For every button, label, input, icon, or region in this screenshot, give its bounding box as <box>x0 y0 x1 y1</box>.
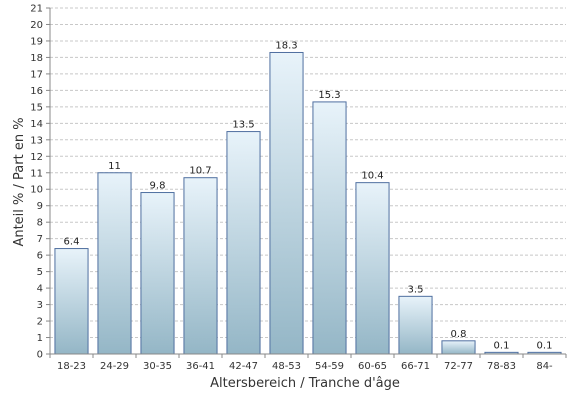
y-tick-label: 16 <box>30 86 43 97</box>
y-tick-label: 13 <box>30 135 43 146</box>
bar-60-65 <box>355 182 390 355</box>
bar-18-23 <box>54 248 89 355</box>
data-label-30-35: 9.8 <box>150 181 166 192</box>
x-tick-label-30-35: 30-35 <box>143 361 172 372</box>
data-label-36-41: 10.7 <box>189 166 211 177</box>
y-tick-label: 2 <box>37 317 43 328</box>
x-tick-label-78-83: 78-83 <box>487 361 516 372</box>
bar-24-29 <box>97 172 132 355</box>
y-tick-label: 12 <box>30 152 43 163</box>
bars <box>54 51 562 355</box>
x-tick-label-60-65: 60-65 <box>358 361 387 372</box>
y-tick-label: 17 <box>30 69 43 80</box>
y-tick-label: 19 <box>30 36 43 47</box>
x-axis-title: Altersbereich / Tranche d'âge <box>210 376 400 391</box>
data-label-18-23: 6.4 <box>64 237 80 248</box>
data-label-72-77: 0.8 <box>451 329 467 340</box>
x-tick-label-42-47: 42-47 <box>229 361 258 372</box>
grid-lines <box>50 7 566 339</box>
y-tick-label: 1 <box>37 333 43 344</box>
x-axis-ticks: 18-23 24-29 30-35 36-41 42-47 48-53 54-59 60-65… <box>49 354 567 372</box>
x-tick-label-48-53: 48-53 <box>272 361 301 372</box>
x-tick-label-84-: 84- <box>536 361 553 372</box>
x-tick-label-72-77: 72-77 <box>444 361 473 372</box>
data-label-54-59: 15.3 <box>318 90 340 101</box>
bar-48-53 <box>269 51 304 355</box>
x-tick-label-54-59: 54-59 <box>315 361 344 372</box>
y-tick-label: 10 <box>30 185 43 196</box>
y-tick-label: 9 <box>37 201 43 212</box>
y-tick-label: 14 <box>30 119 43 130</box>
data-label-24-29: 11 <box>108 161 121 172</box>
x-tick-label-66-71: 66-71 <box>401 361 430 372</box>
bar-42-47 <box>226 131 261 355</box>
y-tick-label: 3 <box>37 300 43 311</box>
data-label-84-: 0.1 <box>537 340 553 351</box>
y-tick-label: 5 <box>37 267 43 278</box>
x-tick-label-24-29: 24-29 <box>100 361 129 372</box>
axes <box>49 8 566 355</box>
x-tick-label-36-41: 36-41 <box>186 361 215 372</box>
data-label-48-53: 18.3 <box>275 40 297 51</box>
bar-66-71 <box>398 295 433 355</box>
y-tick-label: 11 <box>30 168 43 179</box>
y-tick-label: 21 <box>30 4 43 15</box>
y-tick-label: 18 <box>30 53 43 64</box>
x-tick-label-18-23: 18-23 <box>57 361 86 372</box>
data-label-66-71: 3.5 <box>408 284 424 295</box>
y-tick-label: 20 <box>30 20 43 31</box>
bar-72-77 <box>441 340 476 355</box>
y-tick-label: 0 <box>37 350 43 361</box>
data-labels: 6.4 11 9.8 10.7 13.5 18.3 15.3 10.4 3.5 0.8 0.1 0.1 <box>64 40 553 351</box>
bar-30-35 <box>140 192 175 355</box>
data-label-42-47: 13.5 <box>232 120 254 131</box>
bar-36-41 <box>183 177 218 355</box>
data-label-60-65: 10.4 <box>361 171 383 182</box>
data-label-78-83: 0.1 <box>494 340 510 351</box>
bar-54-59 <box>312 101 347 355</box>
y-tick-label: 15 <box>30 102 43 113</box>
y-tick-label: 7 <box>37 234 43 245</box>
y-tick-label: 8 <box>37 218 43 229</box>
y-tick-label: 6 <box>37 251 43 262</box>
y-tick-label: 4 <box>37 284 43 295</box>
y-axis-title: Anteil % / Part en % <box>12 117 27 246</box>
